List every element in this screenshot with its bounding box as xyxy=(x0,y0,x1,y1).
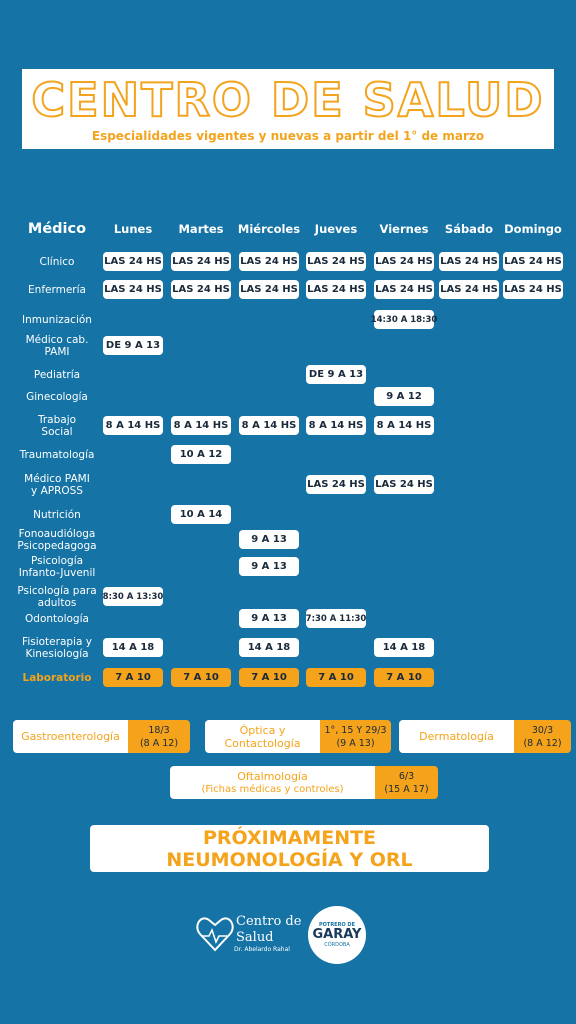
row-label: Médico PAMI y APROSS xyxy=(24,473,90,497)
time-cell: 8 A 14 HS xyxy=(239,416,299,435)
badge: POTRERO DE GARAY CÓRDOBA xyxy=(308,906,366,964)
time-cell: LAS 24 HS xyxy=(374,475,434,494)
row-label: Psicología para adultos xyxy=(17,585,97,609)
specialty-box: Oftalmología (Fichas médicas y controles) xyxy=(170,766,375,799)
row-label: Ginecología xyxy=(26,391,88,403)
upcoming-box: PRÓXIMAMENTE NEUMONOLOGÍA Y ORL xyxy=(90,825,489,872)
time-cell: 7 A 10 xyxy=(374,668,434,687)
column-header: Lunes xyxy=(113,222,153,236)
badge-top: POTRERO DE xyxy=(319,922,355,928)
column-header: Sábado xyxy=(444,222,494,236)
row-label: Pediatría xyxy=(33,369,81,381)
time-cell: 9 A 13 xyxy=(239,557,299,576)
row-label: Fonoaudióloga Psicopedagoga xyxy=(17,528,97,552)
specialty-name: Óptica y Contactología xyxy=(224,723,301,750)
time-cell: LAS 24 HS xyxy=(239,280,299,299)
specialty-date: 1°, 15 Y 29/3 (9 A 13) xyxy=(320,720,391,753)
time-cell: 14 A 18 xyxy=(239,638,299,657)
time-cell: 7 A 10 xyxy=(306,668,366,687)
time-cell: LAS 24 HS xyxy=(306,475,366,494)
heart-logo xyxy=(196,917,234,952)
time-cell: 8 A 14 HS xyxy=(374,416,434,435)
logo-doctor: Dr. Abelardo Rahal xyxy=(234,946,290,953)
specialty-box: Dermatología xyxy=(399,720,514,753)
column-header: Miércoles xyxy=(237,222,301,236)
time-cell: 8:30 A 13:30 xyxy=(103,587,163,606)
row-label: Laboratorio xyxy=(22,672,92,684)
specialty-date: 18/3 (8 A 12) xyxy=(128,720,190,753)
time-cell: 7 A 10 xyxy=(103,668,163,687)
specialty-date: 30/3 (8 A 12) xyxy=(514,720,571,753)
time-cell: LAS 24 HS xyxy=(171,252,231,271)
time-cell: 8 A 14 HS xyxy=(171,416,231,435)
row-label: Clínico xyxy=(39,256,75,268)
time-cell: LAS 24 HS xyxy=(374,252,434,271)
time-cell: LAS 24 HS xyxy=(503,252,563,271)
time-cell: 9 A 12 xyxy=(374,387,434,406)
column-header: Jueves xyxy=(314,222,358,236)
time-cell: 7 A 10 xyxy=(171,668,231,687)
specialty-name: Dermatología xyxy=(419,730,494,743)
time-cell: LAS 24 HS xyxy=(239,252,299,271)
title: CENTRO DE SALUD xyxy=(30,72,545,128)
logo-name: Centro de Salud xyxy=(236,914,302,945)
time-cell: 14:30 A 18:30 xyxy=(371,310,437,329)
row-label: Enfermería xyxy=(28,284,86,296)
specialty-box: Óptica y Contactología xyxy=(205,720,320,753)
row-label: Psicología Infanto-Juvenil xyxy=(18,555,96,579)
specialty-name: Gastroenterología xyxy=(21,730,120,743)
time-cell: DE 9 A 13 xyxy=(103,336,163,355)
time-cell: LAS 24 HS xyxy=(171,280,231,299)
badge-main: GARAY xyxy=(312,927,362,942)
time-cell: 9 A 13 xyxy=(239,609,299,628)
row-label: Trabajo Social xyxy=(37,414,77,438)
row-label: Odontología xyxy=(25,613,89,625)
time-cell: LAS 24 HS xyxy=(439,280,499,299)
time-cell: LAS 24 HS xyxy=(439,252,499,271)
time-cell: 10 A 14 xyxy=(171,505,231,524)
time-cell: 7:30 A 11:30 xyxy=(306,609,366,628)
time-cell: LAS 24 HS xyxy=(374,280,434,299)
time-cell: 14 A 18 xyxy=(103,638,163,657)
time-cell: 14 A 18 xyxy=(374,638,434,657)
column-header: Médico xyxy=(27,221,87,237)
specialty-note: (Fichas médicas y controles) xyxy=(201,783,344,795)
specialty-date: 6/3 (15 A 17) xyxy=(375,766,438,799)
title-box: CENTRO DE SALUD Especialidades vigentes … xyxy=(22,69,554,149)
column-header: Martes xyxy=(178,222,224,236)
upcoming: PRÓXIMAMENTE NEUMONOLOGÍA Y ORL xyxy=(166,826,413,871)
specialty-box: Gastroenterología xyxy=(13,720,128,753)
time-cell: LAS 24 HS xyxy=(103,280,163,299)
time-cell: DE 9 A 13 xyxy=(306,365,366,384)
badge-bottom: CÓRDOBA xyxy=(324,942,350,948)
time-cell: 10 A 12 xyxy=(171,445,231,464)
time-cell: 7 A 10 xyxy=(239,668,299,687)
time-cell: LAS 24 HS xyxy=(503,280,563,299)
row-label: Médico cab. PAMI xyxy=(25,334,89,358)
specialty-name: Oftalmología xyxy=(237,769,308,783)
time-cell: 8 A 14 HS xyxy=(103,416,163,435)
time-cell: 8 A 14 HS xyxy=(306,416,366,435)
column-header: Viernes xyxy=(379,222,429,236)
column-header: Domingo xyxy=(504,222,562,236)
time-cell: 9 A 13 xyxy=(239,530,299,549)
row-label: Fisioterapia y Kinesiología xyxy=(22,636,92,660)
subtitle: Especialidades vigentes y nuevas a parti… xyxy=(91,129,485,143)
time-cell: LAS 24 HS xyxy=(103,252,163,271)
row-label: Inmunización xyxy=(22,314,92,326)
row-label: Traumatología xyxy=(19,449,95,461)
row-label: Nutrición xyxy=(33,509,81,521)
time-cell: LAS 24 HS xyxy=(306,280,366,299)
time-cell: LAS 24 HS xyxy=(306,252,366,271)
